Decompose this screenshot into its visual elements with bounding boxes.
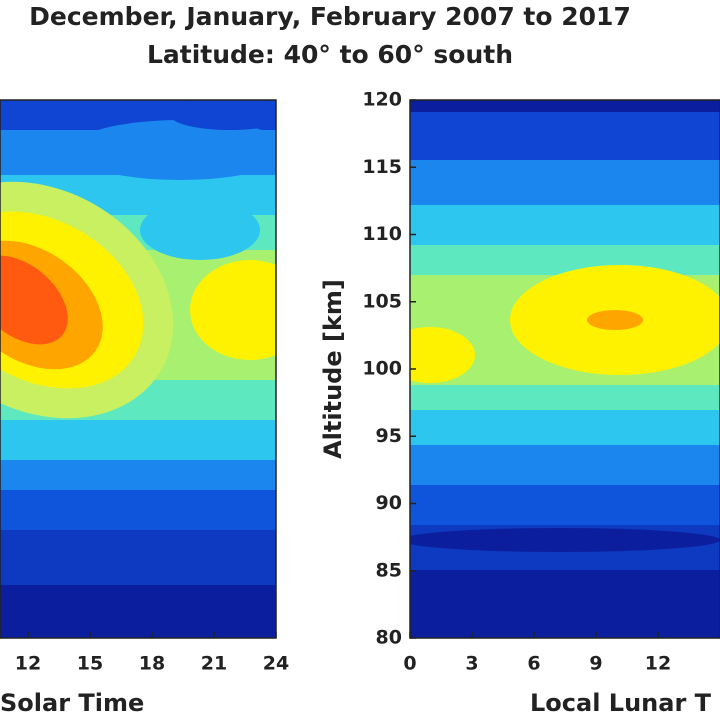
contour-band bbox=[0, 490, 276, 530]
x-tick-label: 9 bbox=[589, 653, 602, 675]
x-tick-label: 24 bbox=[263, 653, 289, 675]
y-axis-label: Altitude [km] bbox=[319, 279, 347, 459]
contour-blob bbox=[410, 327, 475, 383]
x-tick-label: 12 bbox=[15, 653, 41, 675]
x-tick-label: 0 bbox=[403, 653, 416, 675]
contour-blob bbox=[587, 310, 643, 330]
x-axis-label: Solar Time bbox=[0, 689, 144, 717]
y-tick-label: 80 bbox=[376, 627, 402, 649]
contour-band bbox=[410, 112, 720, 160]
contour-blob bbox=[140, 200, 260, 260]
contour-right bbox=[410, 100, 720, 638]
contour-band bbox=[410, 410, 720, 445]
contour-band bbox=[0, 530, 276, 585]
contour-blob bbox=[70, 120, 276, 180]
contour-left bbox=[0, 100, 276, 638]
contour-band bbox=[410, 160, 720, 205]
chart-title: December, January, February 2007 to 2017 bbox=[29, 2, 631, 31]
y-tick-label: 120 bbox=[362, 89, 402, 111]
x-tick-label: 18 bbox=[139, 653, 165, 675]
x-tick-label: 6 bbox=[527, 653, 540, 675]
contour-band bbox=[410, 445, 720, 485]
y-tick-label: 105 bbox=[362, 290, 402, 312]
contour-blob bbox=[410, 528, 720, 552]
contour-blob bbox=[190, 260, 276, 360]
contour-blob bbox=[0, 255, 68, 345]
y-tick-label: 110 bbox=[362, 223, 402, 245]
contour-band bbox=[410, 245, 720, 275]
y-tick-label: 100 bbox=[362, 358, 402, 380]
y-tick-label: 95 bbox=[376, 425, 402, 447]
contour-band bbox=[410, 205, 720, 245]
contour-band bbox=[410, 570, 720, 638]
y-tick-label: 115 bbox=[362, 156, 402, 178]
y-tick-label: 90 bbox=[376, 492, 402, 514]
contour-band bbox=[0, 420, 276, 460]
contour-band bbox=[0, 460, 276, 490]
x-tick-label: 21 bbox=[201, 653, 227, 675]
contour-band bbox=[410, 385, 720, 410]
contour-band bbox=[0, 585, 276, 638]
contour-band bbox=[410, 485, 720, 525]
x-tick-label: 15 bbox=[77, 653, 103, 675]
y-tick-label: 85 bbox=[376, 559, 402, 581]
x-tick-label: 12 bbox=[645, 653, 671, 675]
x-tick-label: 3 bbox=[465, 653, 478, 675]
x-axis-label: Local Lunar T bbox=[530, 689, 712, 717]
contour-band bbox=[410, 100, 720, 112]
contour-blob bbox=[170, 100, 276, 130]
chart-subtitle: Latitude: 40° to 60° south bbox=[147, 40, 513, 69]
plot-frame bbox=[0, 99, 277, 639]
